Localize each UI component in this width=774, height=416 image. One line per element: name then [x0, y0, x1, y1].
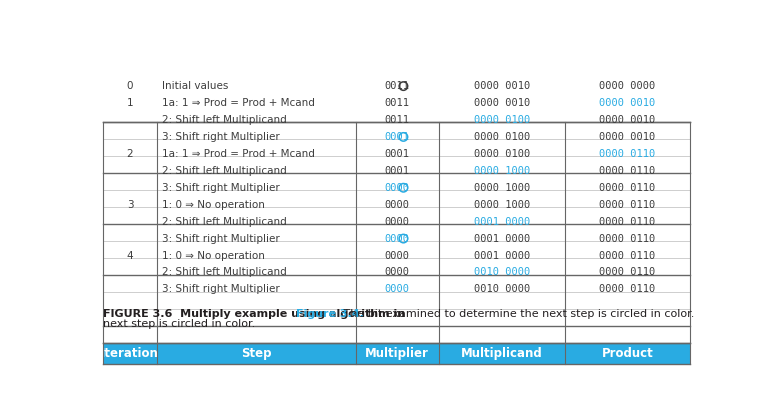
Text: 3: Shift right Multiplier: 3: Shift right Multiplier [162, 285, 279, 295]
Text: 0001 0000: 0001 0000 [474, 233, 530, 244]
Text: 2: 2 [127, 149, 133, 159]
Text: Multiplier: Multiplier [365, 347, 430, 360]
Text: 1: 0 ⇒ No operation: 1: 0 ⇒ No operation [162, 200, 265, 210]
Bar [103, 342, 157, 364]
Text: 0001 0000: 0001 0000 [474, 250, 530, 260]
Text: 2: Shift left Multiplicand: 2: Shift left Multiplicand [162, 217, 286, 227]
Text: 0000 0100: 0000 0100 [474, 132, 530, 142]
Text: 3: 3 [127, 200, 133, 210]
Text: 0001: 0001 [385, 149, 409, 159]
Bar [103, 275, 690, 292]
Text: 3: Shift right Multiplier: 3: Shift right Multiplier [162, 132, 279, 142]
Text: 1a: 1 ⇒ Prod = Prod + Mcand: 1a: 1 ⇒ Prod = Prod + Mcand [162, 149, 314, 159]
Text: 2: Shift left Multiplicand: 2: Shift left Multiplicand [162, 267, 286, 277]
Text: 0000 0010: 0000 0010 [599, 115, 656, 125]
Text: FIGURE 3.6  Multiply example using algorithm in: FIGURE 3.6 Multiply example using algori… [103, 309, 409, 319]
Text: 0000 0010: 0000 0010 [474, 81, 530, 91]
Text: 0000: 0000 [385, 285, 409, 295]
Text: 1a: 1 ⇒ Prod = Prod + Mcand: 1a: 1 ⇒ Prod = Prod + Mcand [162, 98, 314, 108]
Text: 0011: 0011 [385, 115, 409, 125]
Text: 0000 0110: 0000 0110 [599, 285, 656, 295]
Text: 0000: 0000 [385, 200, 409, 210]
Text: Multiplicand: Multiplicand [461, 347, 543, 360]
Text: 0000 0110: 0000 0110 [599, 250, 656, 260]
Text: Figure 3.4.: Figure 3.4. [296, 309, 364, 319]
Text: 0010 0000: 0010 0000 [474, 267, 530, 277]
Text: 0000 0000: 0000 0000 [599, 81, 656, 91]
Bar [103, 207, 690, 224]
Text: 1: 1 [127, 98, 133, 108]
Bar [157, 342, 355, 364]
Bar [103, 309, 690, 326]
Text: 0001: 0001 [385, 132, 409, 142]
Text: 0000: 0000 [385, 217, 409, 227]
Text: 0000 0110: 0000 0110 [599, 149, 656, 159]
Text: 3: Shift right Multiplier: 3: Shift right Multiplier [162, 183, 279, 193]
Text: 0000 0110: 0000 0110 [599, 267, 656, 277]
Bar [103, 139, 690, 156]
Text: next step is circled in color.: next step is circled in color. [103, 319, 255, 329]
Text: Product: Product [601, 347, 653, 360]
Bar [439, 342, 565, 364]
Bar [103, 241, 690, 258]
Text: 0000 0110: 0000 0110 [599, 183, 656, 193]
Text: 1: 0 ⇒ No operation: 1: 0 ⇒ No operation [162, 250, 265, 260]
Text: 0000 1000: 0000 1000 [474, 166, 530, 176]
Text: Step: Step [241, 347, 272, 360]
Text: 2: Shift left Multiplicand: 2: Shift left Multiplicand [162, 115, 286, 125]
Text: 0011: 0011 [385, 81, 409, 91]
Text: 0000 0010: 0000 0010 [599, 132, 656, 142]
Text: Initial values: Initial values [162, 81, 228, 91]
Text: Iteration: Iteration [101, 347, 159, 360]
Bar [103, 326, 690, 342]
Text: 2: Shift left Multiplicand: 2: Shift left Multiplicand [162, 166, 286, 176]
Text: 0001 0000: 0001 0000 [474, 217, 530, 227]
Text: 0000 0110: 0000 0110 [599, 166, 656, 176]
Bar [103, 224, 690, 241]
Text: 3: Shift right Multiplier: 3: Shift right Multiplier [162, 233, 279, 244]
Text: 0000 1000: 0000 1000 [474, 200, 530, 210]
Text: The bit examined to determine the next step is circled in color.: The bit examined to determine the next s… [340, 309, 694, 319]
Bar [565, 342, 690, 364]
Text: 0000 0100: 0000 0100 [474, 115, 530, 125]
Text: 0: 0 [127, 81, 133, 91]
Text: 0000: 0000 [385, 267, 409, 277]
Bar [103, 258, 690, 275]
Text: 0000 0110: 0000 0110 [599, 200, 656, 210]
Bar [103, 122, 690, 139]
Bar [355, 342, 439, 364]
Bar [103, 292, 690, 309]
Text: 0011: 0011 [385, 98, 409, 108]
Text: 0000: 0000 [385, 183, 409, 193]
Text: 0000 0110: 0000 0110 [599, 217, 656, 227]
Text: 0000 0010: 0000 0010 [599, 98, 656, 108]
Text: 0000 0100: 0000 0100 [474, 149, 530, 159]
Text: 0000: 0000 [385, 250, 409, 260]
Bar [103, 173, 690, 190]
Text: 0000: 0000 [385, 233, 409, 244]
Text: 0000 0010: 0000 0010 [474, 98, 530, 108]
Text: 0000 0110: 0000 0110 [599, 233, 656, 244]
Text: 4: 4 [127, 250, 133, 260]
Text: 0010 0000: 0010 0000 [474, 285, 530, 295]
Text: 0001: 0001 [385, 166, 409, 176]
Bar [103, 190, 690, 207]
Text: 0000 1000: 0000 1000 [474, 183, 530, 193]
Bar [103, 156, 690, 173]
